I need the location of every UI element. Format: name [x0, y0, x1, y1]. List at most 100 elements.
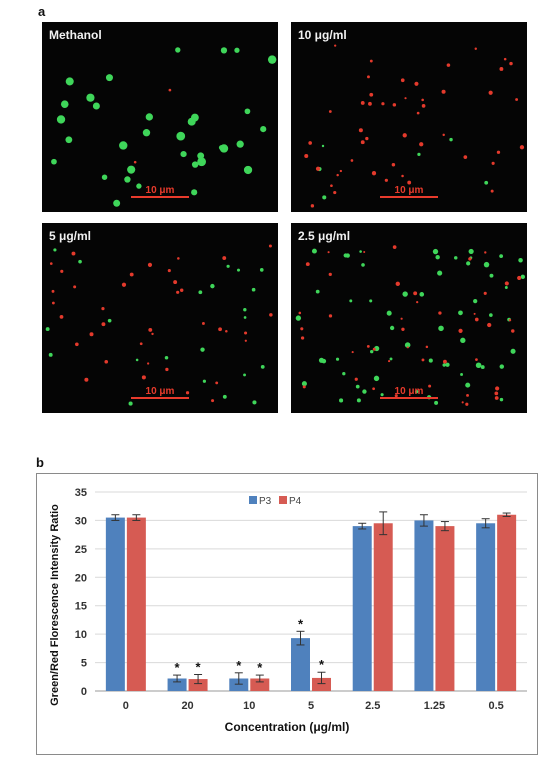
- red-cell-spot: [416, 111, 420, 115]
- red-cell-spot: [302, 385, 306, 389]
- scale-bar-line: [380, 397, 438, 399]
- green-cell-spot: [252, 400, 257, 405]
- green-cell-spot: [483, 261, 490, 268]
- red-cell-spot: [73, 285, 77, 289]
- red-cell-spot: [369, 92, 374, 97]
- green-cell-spot: [86, 93, 95, 102]
- red-cell-spot: [129, 272, 134, 277]
- cell-spots: [295, 245, 526, 406]
- green-cell-spot: [243, 165, 253, 175]
- bar-p3: [476, 523, 496, 691]
- green-cell-spot: [499, 397, 504, 402]
- red-cell-spot: [104, 359, 109, 364]
- green-cell-spot: [136, 183, 142, 189]
- red-cell-spot: [372, 347, 376, 351]
- y-tick-label: 25: [75, 544, 87, 556]
- green-cell-spot: [370, 349, 374, 354]
- red-cell-spot: [381, 102, 385, 106]
- scale-bar: 10 μm: [131, 185, 189, 198]
- micrograph-label: Methanol: [49, 28, 102, 42]
- red-cell-spot: [465, 402, 469, 406]
- green-cell-spot: [65, 136, 73, 144]
- significance-marker: *: [196, 660, 202, 675]
- red-cell-spot: [466, 393, 469, 397]
- red-cell-spot: [51, 289, 55, 293]
- y-tick-label: 15: [75, 601, 87, 613]
- red-cell-spot: [304, 153, 309, 158]
- red-cell-spot: [49, 262, 53, 265]
- red-cell-spot: [368, 101, 372, 106]
- bar-p3: [291, 638, 310, 691]
- bar-p3: [167, 678, 187, 691]
- red-cell-spot: [201, 322, 205, 325]
- green-cell-spot: [190, 113, 199, 122]
- y-tick-label: 0: [81, 686, 87, 698]
- panel-a-letter: a: [38, 4, 46, 19]
- red-cell-spot: [475, 358, 478, 361]
- red-cell-spot: [438, 311, 442, 315]
- scale-bar-label: 10 μm: [145, 386, 175, 397]
- green-cell-spot: [53, 248, 57, 252]
- green-cell-spot: [321, 358, 327, 364]
- green-cell-spot: [475, 362, 482, 369]
- green-cell-spot: [60, 100, 69, 108]
- green-cell-spot: [380, 393, 384, 397]
- red-cell-spot: [406, 346, 409, 349]
- red-cell-spot: [133, 160, 137, 164]
- red-cell-spot: [225, 329, 228, 333]
- red-cell-spot: [428, 384, 432, 388]
- red-cell-spot: [488, 90, 493, 95]
- green-cell-spot: [404, 342, 411, 348]
- red-cell-spot: [354, 377, 358, 381]
- legend-label: P4: [289, 496, 302, 507]
- green-cell-spot: [180, 150, 187, 158]
- red-cell-spot: [84, 377, 89, 382]
- green-cell-spot: [128, 401, 133, 406]
- green-cell-spot: [45, 327, 50, 332]
- green-cell-spot: [251, 287, 256, 292]
- green-cell-spot: [243, 373, 246, 377]
- red-cell-spot: [269, 313, 273, 317]
- red-cell-spot: [384, 178, 388, 182]
- red-cell-spot: [147, 262, 153, 267]
- red-cell-spot: [268, 244, 272, 248]
- green-cell-spot: [356, 398, 361, 403]
- red-cell-spot: [508, 318, 512, 322]
- green-cell-spot: [389, 325, 395, 331]
- green-cell-spot: [321, 144, 325, 148]
- micrograph-label: 5 μg/ml: [49, 229, 92, 243]
- red-cell-spot: [395, 281, 400, 287]
- green-cell-spot: [402, 291, 408, 297]
- green-cell-spot: [119, 141, 128, 150]
- green-cell-spot: [135, 358, 139, 362]
- red-cell-spot: [413, 291, 418, 296]
- red-cell-spot: [179, 288, 184, 292]
- significance-marker: *: [257, 660, 263, 675]
- green-cell-spot: [434, 400, 439, 405]
- red-cell-spot: [215, 381, 219, 385]
- red-cell-spot: [517, 275, 522, 281]
- red-cell-spot: [509, 61, 513, 66]
- green-cell-spot: [234, 47, 240, 53]
- red-cell-spot: [89, 332, 94, 337]
- micrograph-5ug: 5 μg/ml 10 μm: [42, 223, 278, 413]
- green-cell-spot: [78, 259, 82, 264]
- green-cell-spot: [442, 363, 446, 367]
- green-cell-spot: [105, 74, 113, 82]
- green-cell-spot: [259, 268, 264, 272]
- green-cell-spot: [510, 348, 516, 354]
- red-cell-spot: [404, 97, 407, 100]
- red-cell-spot: [315, 166, 321, 171]
- green-cell-spot: [243, 316, 247, 319]
- green-cell-spot: [466, 261, 471, 266]
- legend-swatch-p3: [249, 496, 257, 504]
- green-cell-spot: [191, 161, 199, 168]
- red-cell-spot: [511, 329, 515, 333]
- red-cell-spot: [519, 145, 525, 150]
- cell-spots: [45, 244, 273, 406]
- green-cell-spot: [335, 357, 340, 361]
- legend-swatch-p4: [279, 496, 287, 504]
- scale-bar-line: [131, 397, 189, 399]
- y-tick-label: 5: [81, 658, 87, 670]
- red-cell-spot: [101, 322, 106, 327]
